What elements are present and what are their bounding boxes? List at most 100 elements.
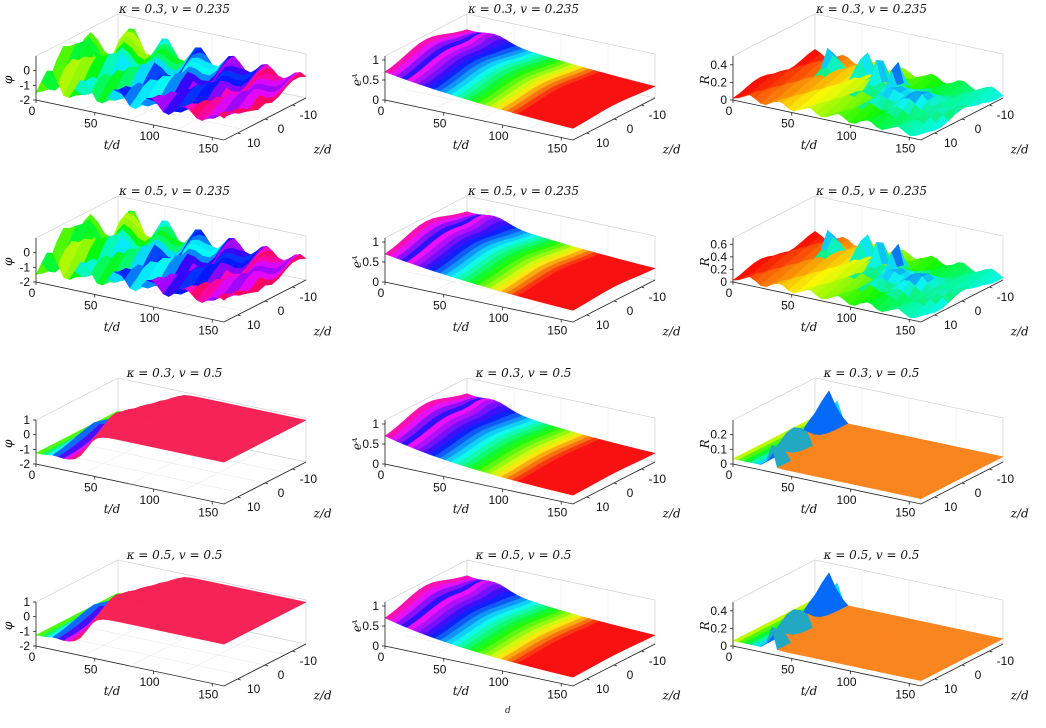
x-tick-label: 150	[198, 688, 218, 702]
y-tick-label: 10	[944, 318, 958, 332]
y-axis-label: z/d	[313, 324, 332, 338]
chart-title: κ = 0.5, v = 0.5	[126, 548, 223, 562]
surface-facet	[566, 304, 581, 311]
surface-mesh	[35, 395, 307, 463]
x-tick-label: 150	[198, 506, 218, 520]
x-tick-label: 150	[198, 324, 218, 338]
y-tick-label: 0	[627, 122, 634, 136]
x-tick-label: 150	[895, 142, 915, 156]
z-tick-label: 0	[372, 639, 379, 653]
surface-facet	[566, 671, 581, 678]
x-tick-label: 150	[198, 142, 218, 156]
z-axis-label: eᴬ	[350, 437, 364, 450]
y-tick-label: 0	[278, 304, 285, 318]
chart-title: κ = 0.5, v = 0.235	[118, 184, 231, 198]
y-tick-mark	[613, 300, 618, 303]
z-tick-label: -1	[19, 624, 30, 638]
y-tick-label: -10	[997, 472, 1015, 486]
z-axis-label: φ	[1, 257, 15, 266]
x-axis-label: t/d	[104, 684, 121, 698]
y-tick-label: -10	[649, 290, 667, 304]
y-axis-label: z/d	[662, 142, 681, 156]
surface-mesh	[732, 572, 1004, 681]
y-tick-mark	[586, 132, 590, 135]
surface-mesh	[35, 28, 307, 121]
y-tick-label: -10	[997, 108, 1015, 122]
panel-ea-2: κ = 0.5, v = 0.235 0 50 100 150 t/d -10 0 10 z/d 0…	[349, 182, 698, 364]
x-tick-label: 100	[836, 493, 856, 507]
y-tick-mark	[613, 664, 618, 667]
z-tick-label: 0	[23, 246, 30, 260]
z-tick-label: 0.2	[710, 262, 727, 276]
x-tick-label: 150	[895, 324, 915, 338]
z-axis-label: R	[698, 75, 712, 85]
y-tick-label: 10	[596, 136, 610, 150]
y-tick-label: 0	[278, 122, 285, 136]
x-axis-label: t/d	[801, 138, 818, 152]
y-tick-mark	[264, 300, 269, 303]
y-tick-label: 10	[944, 500, 958, 514]
y-tick-label: -10	[649, 654, 667, 668]
z-tick-label: 0.2	[710, 75, 727, 89]
y-tick-label: 0	[975, 122, 982, 136]
y-axis-label: z/d	[1010, 142, 1029, 156]
x-tick-label: 100	[488, 493, 508, 507]
y-tick-mark	[613, 482, 618, 485]
z-tick-label: -2	[19, 275, 30, 289]
z-tick-label: -2	[19, 457, 30, 471]
y-tick-label: 10	[944, 136, 958, 150]
x-tick-label: 0	[29, 468, 36, 482]
y-tick-mark	[989, 468, 993, 471]
x-tick-label: 50	[84, 481, 98, 495]
y-tick-label: -10	[300, 108, 318, 122]
x-axis-label: t/d	[453, 684, 470, 698]
surface-facet	[217, 457, 232, 463]
chart-title: κ = 0.5, v = 0.5	[475, 548, 572, 562]
y-tick-mark	[586, 314, 590, 317]
x-tick-label: 0	[29, 104, 36, 118]
z-tick-label: 0	[720, 457, 727, 471]
x-tick-label: 0	[726, 286, 733, 300]
x-tick-label: 50	[433, 481, 447, 495]
z-tick-label: 0.4	[710, 250, 727, 264]
panel-R-3: κ = 0.3, v = 0.5 0 50 100 150 t/d -10 0 10 z/d 0 0.…	[697, 364, 1046, 546]
x-tick-label: 100	[488, 675, 508, 689]
x-tick-label: 0	[29, 286, 36, 300]
x-tick-label: 150	[547, 142, 567, 156]
panel-phi-1: κ = 0.3, v = 0.235 0 50 100 150 t/d -10 0 10 z/d 0…	[0, 0, 349, 182]
y-tick-label: 10	[596, 318, 610, 332]
y-axis-label: z/d	[313, 688, 332, 702]
y-tick-label: -10	[997, 290, 1015, 304]
surface-facet	[915, 313, 928, 318]
y-tick-mark	[586, 496, 590, 499]
x-tick-label: 100	[836, 311, 856, 325]
z-tick-label: 0	[720, 93, 727, 107]
y-tick-mark	[237, 314, 241, 317]
z-tick-label: -2	[19, 639, 30, 653]
y-axis-label: z/d	[1010, 324, 1029, 338]
x-axis-label: t/d	[453, 502, 470, 516]
z-axis-label: φ	[1, 621, 15, 630]
y-tick-label: 0	[975, 304, 982, 318]
y-tick-mark	[961, 118, 966, 121]
y-tick-mark	[641, 286, 645, 289]
panel-phi-4: κ = 0.5, v = 0.5 0 50 100 150 t/d -10 0 10 z/d 1 0-…	[0, 546, 349, 728]
z-tick-label: -1	[19, 78, 30, 92]
y-tick-label: 0	[627, 486, 634, 500]
surface-facet	[217, 293, 232, 301]
surface-mesh	[732, 390, 1004, 499]
x-tick-label: 50	[781, 299, 795, 313]
z-tick-label: -2	[19, 93, 30, 107]
chart-title: κ = 0.3, v = 0.5	[126, 366, 223, 380]
y-axis-label: z/d	[662, 506, 681, 520]
panel-phi-3: κ = 0.3, v = 0.5 0 50 100 150 t/d -10 0 10 z/d 1 0-…	[0, 364, 349, 546]
x-tick-label: 0	[726, 468, 733, 482]
x-tick-label: 0	[378, 104, 385, 118]
